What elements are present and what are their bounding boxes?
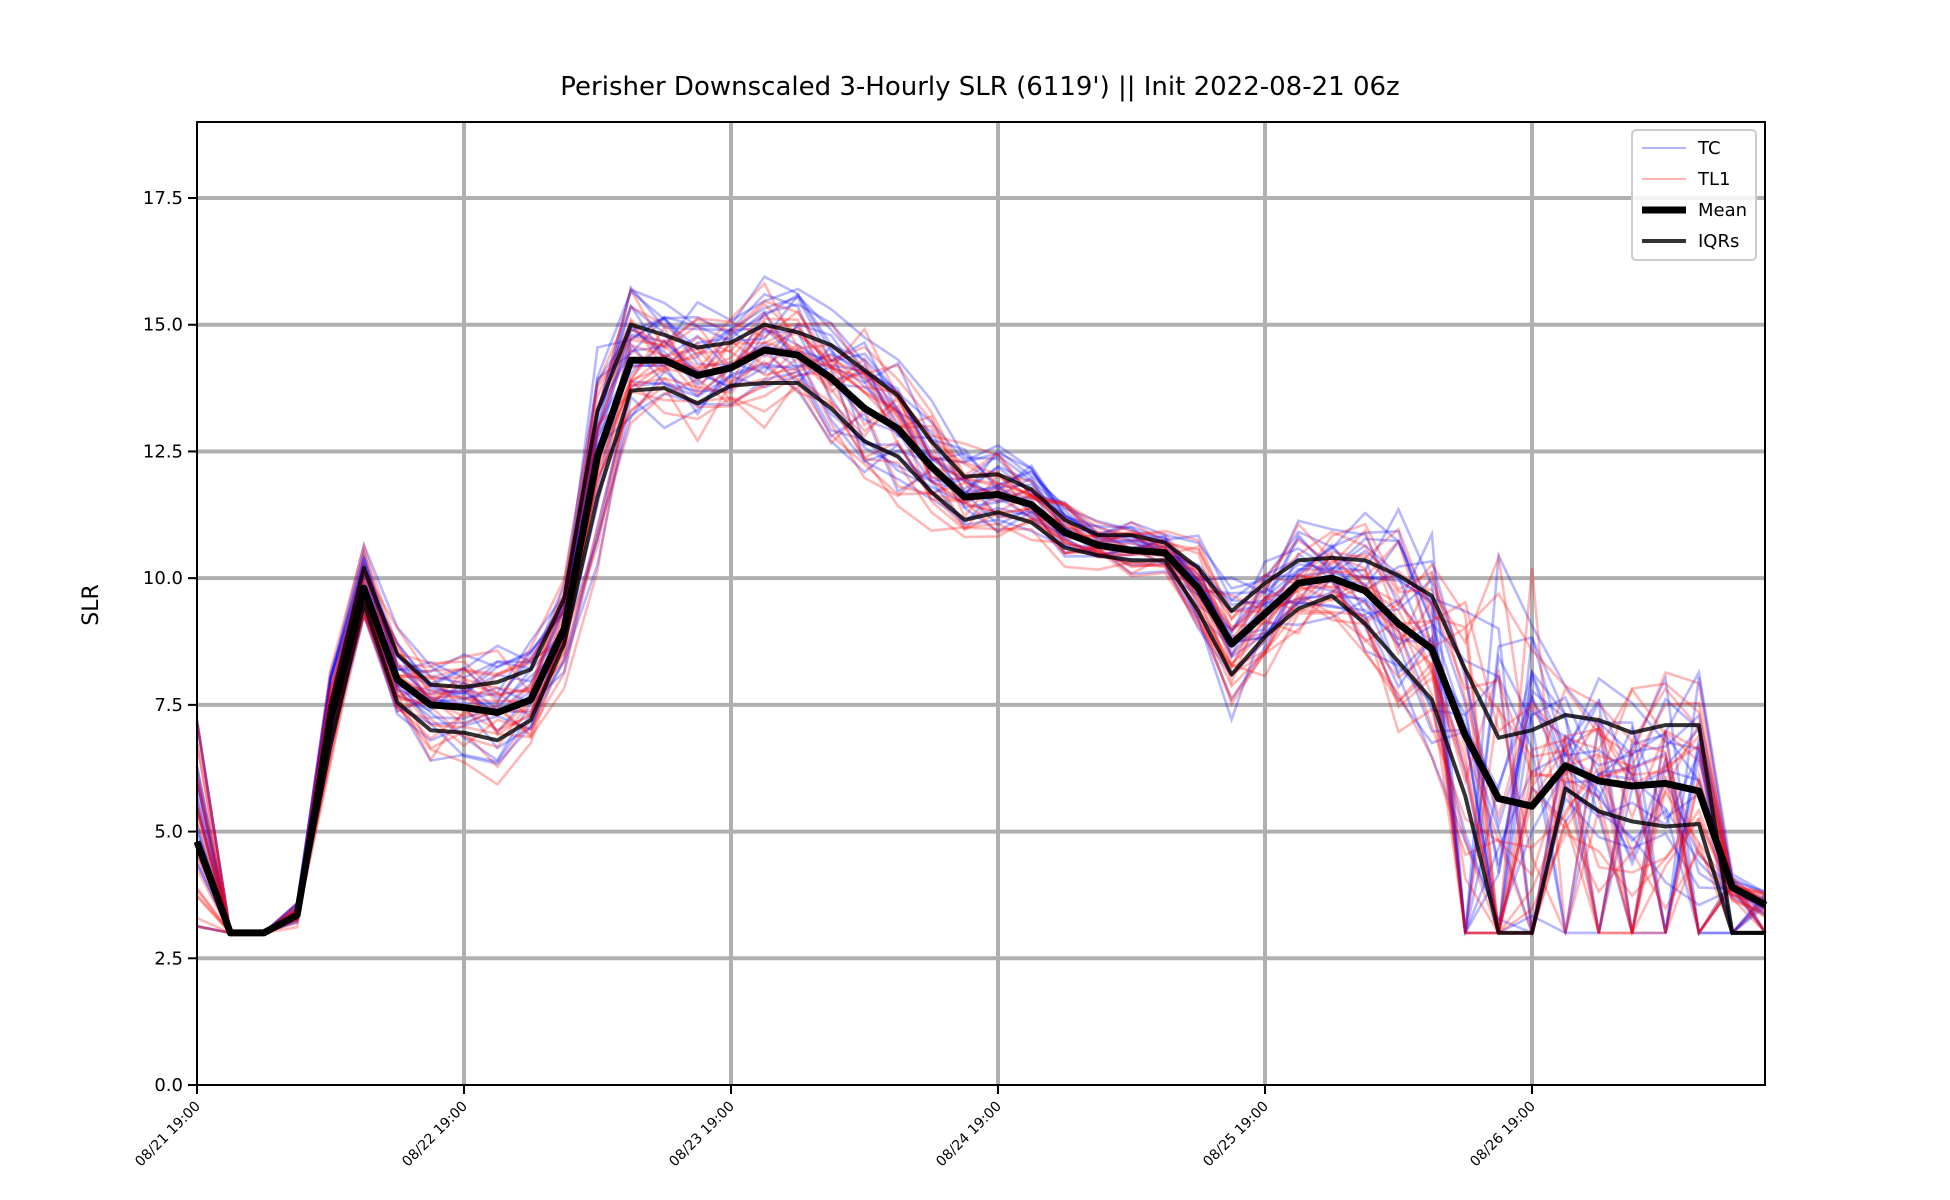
plot-frame [196, 121, 1766, 1086]
y-axis-label: SLR [79, 584, 104, 626]
ensemble-member-line [195, 356, 1767, 938]
ensemble-member-line [195, 288, 1767, 935]
legend-label: Mean [1698, 200, 1747, 221]
ensemble-member-line [195, 275, 1767, 935]
ensemble-member-line [195, 351, 1767, 935]
ensemble-member-line [195, 295, 1767, 935]
y-tick-label: 0.0 [154, 1075, 183, 1096]
mean-line [193, 346, 1768, 937]
legend-box [1631, 129, 1757, 261]
ensemble-member-line [195, 330, 1767, 936]
y-axis: 0.0 2.5 5.0 7.5 10.0 12.5 15.0 17.5 [143, 188, 197, 1096]
ensemble-member-line [196, 309, 1766, 935]
ensemble-member-line [195, 287, 1767, 935]
legend-label: TC [1697, 138, 1721, 159]
y-tick-label: 2.5 [154, 948, 183, 969]
legend: TC TL1 Mean IQRs [1631, 129, 1757, 261]
ensemble-member-line [195, 364, 1767, 935]
chart-title: Perisher Downscaled 3-Hourly SLR (6119')… [560, 72, 1399, 102]
y-tick-label: 15.0 [143, 315, 183, 336]
iqr-upper-line [195, 322, 1766, 935]
ensemble-member-line [195, 287, 1767, 936]
ensemble-member-line [196, 284, 1767, 935]
ensemble-member-line [195, 370, 1767, 935]
ensemble-member-line [195, 346, 1767, 935]
ensemble-member-line [195, 340, 1767, 937]
y-tick-label: 5.0 [154, 822, 183, 843]
ensemble-member-line [196, 326, 1767, 935]
ensemble-member-line [195, 322, 1767, 938]
series-group [193, 275, 1768, 938]
ensemble-member-line [195, 302, 1767, 935]
y-tick-label: 17.5 [143, 188, 183, 209]
ensemble-member-line [195, 320, 1767, 937]
y-tick-label: 7.5 [154, 695, 183, 716]
legend-label: TL1 [1697, 169, 1730, 190]
ensemble-member-line [195, 299, 1766, 935]
ensemble-member-line [195, 355, 1767, 935]
ensemble-member-line [195, 309, 1767, 935]
legend-label: IQRs [1698, 231, 1739, 252]
ensemble-member-line [195, 304, 1767, 935]
y-tick-label: 10.0 [143, 568, 183, 589]
y-tick-label: 12.5 [143, 441, 183, 462]
ensemble-member-line [195, 292, 1767, 936]
iqr-lower-line [195, 381, 1766, 935]
ensemble-member-line [196, 281, 1766, 935]
ensemble-member-line [196, 330, 1767, 937]
ensemble-member-line [195, 326, 1767, 935]
ensemble-member-line [195, 286, 1766, 935]
